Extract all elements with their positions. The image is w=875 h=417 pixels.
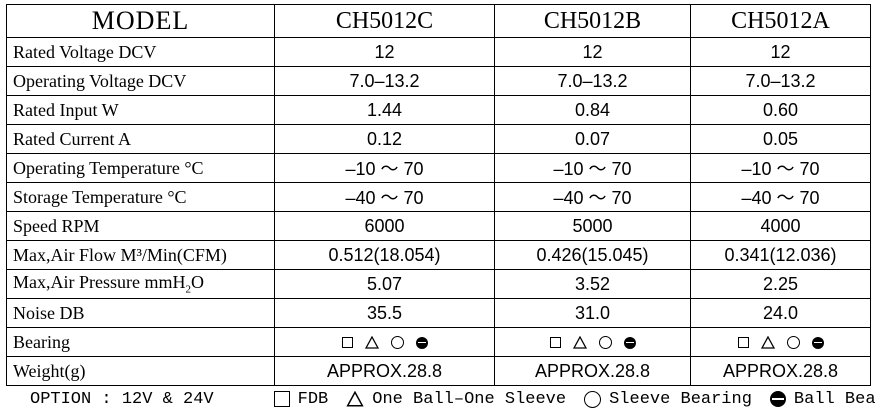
legend-item: Sleeve Bearing — [584, 390, 752, 409]
model-name: CH5012C — [274, 4, 495, 38]
spec-value: 4000 — [690, 211, 871, 241]
triangle-icon — [760, 336, 775, 349]
spec-value: –40 ～ 70 — [690, 182, 871, 212]
spec-value: 7.0–13.2 — [274, 66, 495, 96]
bearing-symbols — [274, 327, 495, 357]
row-label: Speed RPM — [6, 211, 275, 241]
spec-value: APPROX.28.8 — [274, 356, 495, 386]
ball-icon — [623, 336, 636, 349]
circle-icon — [584, 390, 602, 408]
spec-value: APPROX.28.8 — [690, 356, 871, 386]
spec-value: 12 — [690, 37, 871, 67]
spec-value: 7.0–13.2 — [690, 66, 871, 96]
square-icon — [549, 337, 561, 349]
spec-row: Speed RPM 6000 5000 4000 — [6, 211, 871, 241]
spec-row: Max,Air Pressure mmH2O 5.07 3.52 2.25 — [6, 269, 871, 299]
row-label-text: Max,Air Pressure mmH — [13, 272, 186, 293]
legend-label: Ball Bearing — [793, 389, 875, 409]
model-label: MODEL — [6, 4, 275, 38]
spec-value: 12 — [494, 37, 691, 67]
circle-icon — [390, 336, 404, 350]
spec-value: 5.07 — [274, 269, 495, 299]
spec-value: 0.60 — [690, 95, 871, 125]
square-icon — [737, 337, 749, 349]
spec-row: Operating Voltage DCV 7.0–13.2 7.0–13.2 … — [6, 66, 871, 96]
legend-label: One Ball–One Sleeve — [372, 389, 567, 409]
row-label: Max,Air Pressure mmH2O — [6, 269, 275, 299]
spec-row: Rated Input W 1.44 0.84 0.60 — [6, 95, 871, 125]
option-text: OPTION : 12V & 24V — [30, 389, 214, 409]
row-label-subscript: 2 — [185, 283, 191, 296]
row-label: Operating Temperature °C — [6, 153, 275, 183]
spec-row: Max,Air Flow M³/Min(CFM) 0.512(18.054) 0… — [6, 240, 871, 270]
spec-value: 0.84 — [494, 95, 691, 125]
row-label: Rated Input W — [6, 95, 275, 125]
spec-value: 0.512(18.054) — [274, 240, 495, 270]
spec-value: APPROX.28.8 — [494, 356, 691, 386]
spec-value: 12 — [274, 37, 495, 67]
legend-label: FDB — [297, 389, 329, 409]
spec-value: –10 ～ 70 — [274, 153, 495, 183]
square-icon — [273, 391, 290, 407]
row-label: Weight(g) — [6, 356, 275, 386]
spec-row: Rated Voltage DCV 12 12 12 — [6, 37, 871, 67]
triangle-icon — [364, 336, 379, 349]
spec-row: Weight(g) APPROX.28.8 APPROX.28.8 APPROX… — [6, 356, 871, 386]
spec-value: 6000 — [274, 211, 495, 241]
model-name: CH5012B — [494, 4, 691, 38]
legend-item: Ball Bearing — [769, 389, 875, 409]
spec-value: 7.0–13.2 — [494, 66, 691, 96]
row-label: Rated Current A — [6, 124, 275, 154]
row-label: Operating Voltage DCV — [6, 66, 275, 96]
row-label-text: O — [190, 272, 204, 293]
header-row: MODEL CH5012C CH5012B CH5012A — [6, 4, 871, 38]
spec-row: Operating Temperature °C –10 ～ 70 –10 ～ … — [6, 153, 871, 183]
row-label: Rated Voltage DCV — [6, 37, 275, 67]
spec-value: 1.44 — [274, 95, 495, 125]
bearing-symbols — [494, 327, 691, 357]
ball-icon — [415, 336, 428, 349]
spec-value: –10 ～ 70 — [690, 153, 871, 183]
legend-item: FDB — [273, 389, 329, 409]
legend: OPTION : 12V & 24V FDB One Ball–One Slee… — [30, 386, 875, 412]
row-label: Storage Temperature °C — [6, 182, 275, 212]
ball-icon — [811, 336, 824, 349]
spec-value: 0.341(12.036) — [690, 240, 871, 270]
spec-value: 24.0 — [690, 298, 871, 328]
spec-value: 2.25 — [690, 269, 871, 299]
ball-icon — [769, 391, 786, 407]
spec-value: –40 ～ 70 — [274, 182, 495, 212]
square-icon — [341, 337, 353, 349]
triangle-icon — [572, 336, 587, 349]
spec-value: 35.5 — [274, 298, 495, 328]
row-label: Noise DB — [6, 298, 275, 328]
spec-row: Storage Temperature °C –40 ～ 70 –40 ～ 70… — [6, 182, 871, 212]
triangle-icon — [346, 391, 364, 407]
spec-value: –40 ～ 70 — [494, 182, 691, 212]
spec-value: 0.05 — [690, 124, 871, 154]
legend-item: One Ball–One Sleeve — [346, 390, 566, 409]
spec-row: Rated Current A 0.12 0.07 0.05 — [6, 124, 871, 154]
row-label: Max,Air Flow M³/Min(CFM) — [6, 240, 275, 270]
legend-label: Sleeve Bearing — [609, 389, 752, 409]
bearing-row: Bearing — [6, 327, 871, 357]
spec-value: 0.426(15.045) — [494, 240, 691, 270]
row-label: Bearing — [6, 327, 275, 357]
spec-value: 5000 — [494, 211, 691, 241]
spec-table: MODEL CH5012C CH5012B CH5012A Rated Volt… — [6, 4, 871, 386]
bearing-symbols — [690, 327, 871, 357]
circle-icon — [598, 336, 612, 350]
model-name: CH5012A — [690, 4, 871, 38]
spec-value: 0.12 — [274, 124, 495, 154]
spec-value: 0.07 — [494, 124, 691, 154]
spec-value: –10 ～ 70 — [494, 153, 691, 183]
spec-row: Noise DB 35.5 31.0 24.0 — [6, 298, 871, 328]
spec-value: 3.52 — [494, 269, 691, 299]
spec-value: 31.0 — [494, 298, 691, 328]
circle-icon — [786, 336, 800, 350]
